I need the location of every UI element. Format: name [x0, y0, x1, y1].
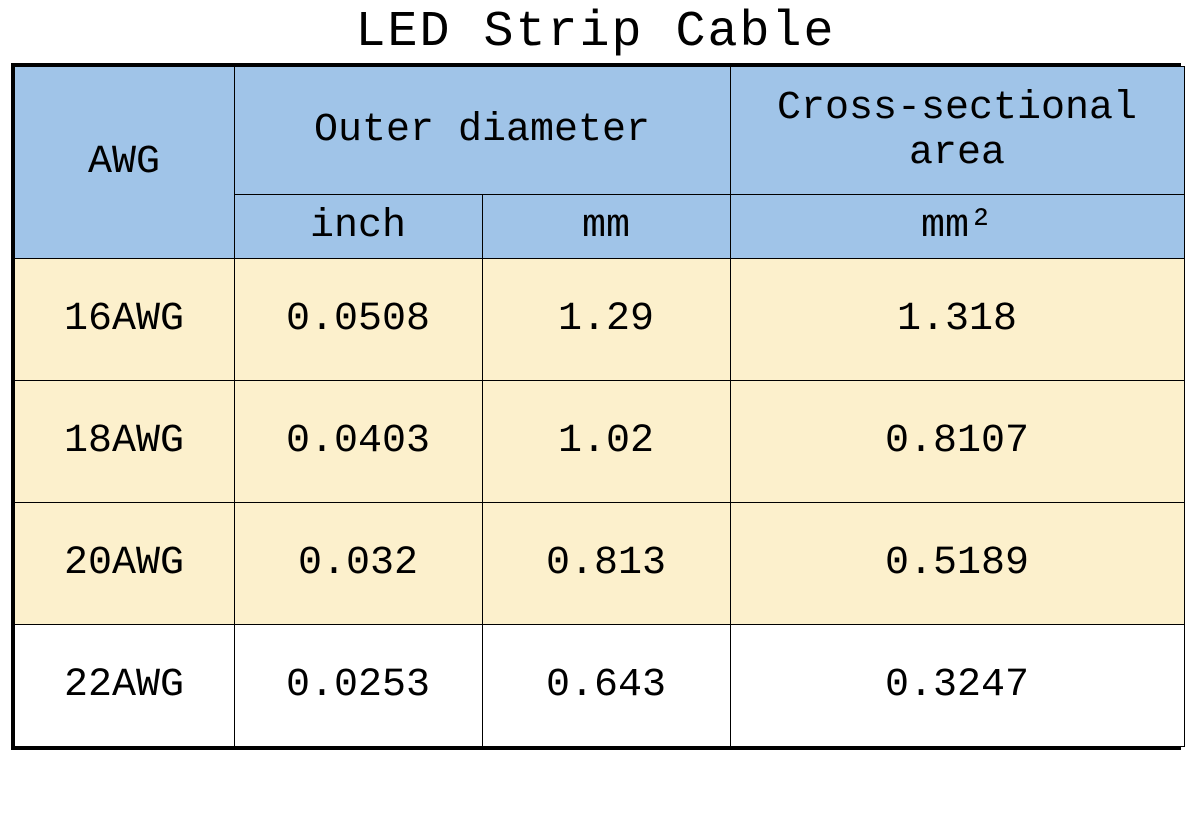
table-row: 18AWG0.04031.020.8107: [14, 381, 1184, 503]
header-mm2: mm²: [730, 195, 1184, 259]
table-row: 16AWG0.05081.291.318: [14, 259, 1184, 381]
header-inch: inch: [234, 195, 482, 259]
cell-awg: 22AWG: [14, 625, 234, 747]
cell-inch: 0.0253: [234, 625, 482, 747]
cell-area: 0.8107: [730, 381, 1184, 503]
header-cross-sectional: Cross-sectional area: [730, 67, 1184, 195]
header-outer-diameter: Outer diameter: [234, 67, 730, 195]
cell-mm: 1.02: [482, 381, 730, 503]
cell-awg: 16AWG: [14, 259, 234, 381]
cell-area: 0.5189: [730, 503, 1184, 625]
cell-area: 0.3247: [730, 625, 1184, 747]
cell-inch: 0.0508: [234, 259, 482, 381]
cell-mm: 0.643: [482, 625, 730, 747]
cable-table: AWG Outer diameter Cross-sectional area …: [14, 66, 1185, 747]
table-body: 16AWG0.05081.291.31818AWG0.04031.020.810…: [14, 259, 1184, 747]
cell-mm: 0.813: [482, 503, 730, 625]
cell-inch: 0.032: [234, 503, 482, 625]
cable-table-container: AWG Outer diameter Cross-sectional area …: [11, 63, 1181, 750]
table-row: 20AWG0.0320.8130.5189: [14, 503, 1184, 625]
page-title: LED Strip Cable: [355, 4, 835, 61]
table-row: 22AWG0.02530.6430.3247: [14, 625, 1184, 747]
cell-inch: 0.0403: [234, 381, 482, 503]
cell-awg: 20AWG: [14, 503, 234, 625]
header-awg: AWG: [14, 67, 234, 259]
cell-area: 1.318: [730, 259, 1184, 381]
cell-awg: 18AWG: [14, 381, 234, 503]
cell-mm: 1.29: [482, 259, 730, 381]
header-mm: mm: [482, 195, 730, 259]
